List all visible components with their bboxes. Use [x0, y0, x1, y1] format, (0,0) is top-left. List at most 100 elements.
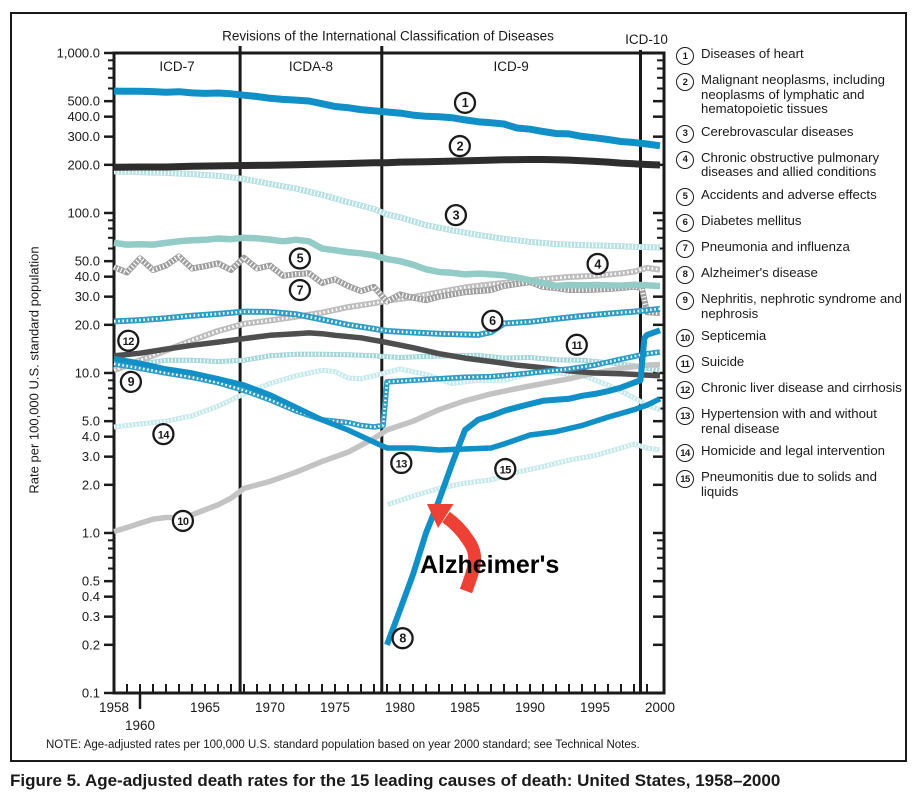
series-line-4 [112, 264, 661, 374]
series-number-label-14: 14 [152, 422, 175, 446]
icd-revisions-title: Revisions of the International Classific… [222, 28, 554, 44]
series-line-15 [386, 441, 661, 508]
x-tick-label: 1995 [580, 700, 610, 715]
icd-band-label: ICDA-8 [289, 59, 333, 74]
legend-item-label: Pneumonitis due to solids and liquids [701, 469, 877, 499]
legend-item-8: 8 Alzheimer's disease [676, 265, 904, 284]
series-number-label-15: 15 [494, 457, 517, 481]
legend-item-14: 14 Homicide and legal intervention [676, 443, 904, 463]
svg-text:13: 13 [396, 458, 408, 470]
y-axis-label: Rate per 100,000 U.S. standard populatio… [26, 246, 42, 494]
icd-band-label: ICD-10 [625, 32, 668, 47]
y-tick-label: 300.0 [67, 129, 100, 144]
legend-item-6: 6 Diabetes mellitus [676, 212, 904, 232]
legend-item-label: Suicide [701, 354, 745, 370]
svg-text:2: 2 [457, 139, 464, 153]
series-number-label-10: 10 [171, 509, 195, 533]
svg-text:9: 9 [128, 375, 135, 389]
y-tick-label: 200.0 [67, 157, 100, 172]
svg-text:5: 5 [297, 252, 304, 266]
series-number-label-4: 4 [586, 252, 609, 276]
y-tick-label: 0.4 [82, 589, 100, 604]
x-tick-label: 1990 [515, 700, 545, 715]
y-tick-label: 1.0 [82, 526, 100, 541]
x-axis-ticks: 1958 1960 1965 1970 1975 1980 1985 1990 1995 2000 [99, 684, 675, 733]
series-line-3 [113, 168, 661, 251]
legend-item-2: 2 Malignant neoplasms, including neoplasm… [676, 72, 904, 117]
y-tick-label: 0.2 [82, 637, 100, 652]
y-tick-label: 3.0 [82, 449, 100, 464]
y-tick-label: 50.0 [75, 254, 100, 269]
series-number-label-2: 2 [448, 134, 471, 158]
legend-item-3: 3 Cerebrovascular diseases [676, 124, 904, 143]
alzheimers-arrow-tail [442, 511, 482, 594]
legend-item-11: 11 Suicide [676, 354, 904, 374]
legend-item-label: Malignant neoplasms, including neoplasms… [701, 72, 886, 117]
series-line-9 [113, 349, 661, 430]
legend-item-10: 10 Septicemia [676, 329, 904, 348]
y-tick-label: 1,000.0 [57, 46, 100, 61]
legend-item-5: 5 Accidents and adverse effects [676, 186, 904, 206]
svg-text:1: 1 [462, 96, 469, 110]
footnote: NOTE: Age-adjusted rates per 100,000 U.S… [46, 739, 640, 751]
legend-item-15: 15 Pneumonitis due to solids and liquids [676, 469, 904, 499]
series-line-2 [113, 156, 661, 171]
x-tick-label: 1958 [99, 700, 129, 715]
y-tick-label: 2.0 [82, 477, 100, 492]
x-tick-label: 1960 [125, 718, 155, 733]
legend-item-label: Diseases of heart [701, 46, 804, 61]
series-line-6 [113, 305, 661, 338]
series-line-13 [113, 355, 662, 453]
alzheimers-annotation-text: Alzheimer's [420, 551, 559, 579]
y-tick-label: 500.0 [67, 94, 100, 109]
svg-text:8: 8 [399, 632, 406, 646]
legend-number-badge: 1 [676, 47, 694, 65]
figure-caption: Figure 5. Age-adjusted death rates for t… [10, 771, 781, 790]
svg-text:6: 6 [489, 314, 496, 328]
x-tick-label: 1965 [190, 700, 220, 715]
series-line-11 [113, 351, 661, 373]
legend-item-13: 13 Hypertension with and without renal di… [676, 406, 904, 436]
x-tick-label: 2000 [645, 700, 675, 715]
legend-number-badge: 12 [676, 381, 694, 400]
series-number-label-6: 6 [481, 309, 504, 332]
series-number-label-13: 13 [390, 451, 413, 475]
legend-item-1: 1 Diseases of heart [676, 46, 904, 65]
legend-number-badge: 14 [676, 444, 694, 463]
legend-item-7: 7 Pneumonia and influenza [676, 238, 904, 258]
legend-item-label: Diabetes mellitus [701, 212, 802, 228]
x-tick-label: 1975 [320, 700, 350, 715]
x-tick-label: 1970 [255, 700, 285, 715]
legend-item-label: Pneumonia and influenza [701, 238, 850, 254]
svg-text:10: 10 [177, 516, 189, 528]
series-number-label-9: 9 [119, 370, 143, 394]
legend-item-label: Homicide and legal intervention [701, 443, 886, 459]
legend-number-badge: 10 [676, 329, 694, 348]
legend-number-badge: 9 [676, 291, 694, 310]
legend-item-label: Hypertension with and without renal dise… [701, 406, 877, 436]
series-number-label-12: 12 [117, 329, 140, 352]
y-tick-label: 4.0 [82, 429, 100, 444]
legend-number-badge: 5 [676, 187, 694, 206]
legend-item-label: Accidents and adverse effects [701, 186, 877, 202]
legend-number-badge: 15 [676, 470, 694, 489]
legend-item-label: Nephritis, nephrotic syndrome and nephro… [701, 290, 902, 321]
svg-text:3: 3 [453, 208, 460, 222]
y-tick-label: 20.0 [75, 317, 100, 332]
legend-number-badge: 2 [676, 73, 694, 91]
svg-text:14: 14 [158, 429, 171, 441]
y-tick-label: 40.0 [75, 269, 100, 284]
figure-border [10, 12, 907, 762]
series-line-5 [113, 234, 661, 290]
y-tick-label: 10.0 [75, 366, 100, 381]
alzheimers-arrow-head [427, 504, 454, 528]
legend-number-badge: 13 [676, 407, 694, 426]
y-tick-label: 30.0 [75, 289, 100, 304]
x-tick-label: 1980 [385, 700, 415, 715]
svg-text:4: 4 [594, 257, 601, 271]
legend-number-badge: 11 [676, 355, 694, 374]
legend-number-badge: 7 [676, 239, 694, 258]
legend-number-badge: 4 [676, 150, 694, 169]
